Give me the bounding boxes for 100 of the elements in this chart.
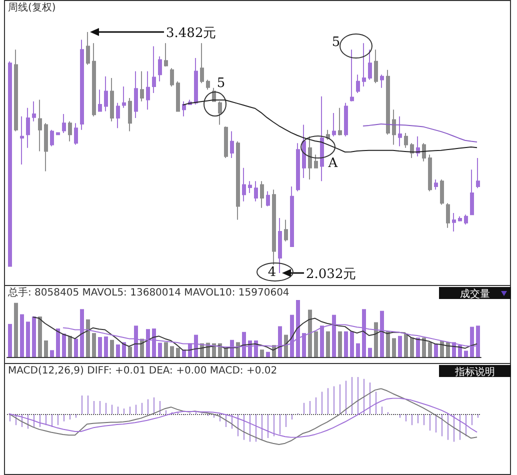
- bar: [8, 324, 12, 357]
- bar: [122, 342, 126, 357]
- bar: [50, 350, 54, 357]
- candlestick: [374, 49, 378, 84]
- candlestick: [62, 113, 66, 134]
- candlestick: [170, 68, 174, 87]
- candlestick: [440, 178, 444, 206]
- candlestick: [128, 98, 132, 132]
- candlestick: [164, 42, 168, 67]
- candlestick: [452, 212, 456, 232]
- candlestick: [230, 130, 234, 159]
- bar: [374, 322, 378, 357]
- bar: [20, 314, 24, 357]
- candlestick: [464, 214, 468, 226]
- bar: [338, 331, 342, 357]
- candlestick: [326, 129, 330, 140]
- candlestick: [104, 76, 108, 112]
- candlestick: [224, 126, 228, 159]
- candlestick: [206, 79, 210, 90]
- bar: [224, 348, 228, 357]
- candlestick: [338, 107, 342, 136]
- candlestick: [8, 60, 12, 267]
- candlestick: [368, 49, 372, 80]
- candlestick: [14, 49, 18, 132]
- bar: [128, 346, 132, 357]
- bar: [284, 334, 288, 357]
- candlestick: [242, 167, 246, 202]
- bar: [404, 334, 408, 357]
- annotation: A: [327, 156, 338, 171]
- candlestick: [248, 180, 252, 194]
- bar: [98, 337, 102, 357]
- candlestick: [92, 42, 96, 117]
- candlestick: [392, 109, 396, 146]
- candlestick: [80, 39, 84, 130]
- bar: [92, 333, 96, 357]
- candlestick: [266, 190, 270, 207]
- bar: [68, 336, 72, 357]
- bar: [170, 346, 174, 357]
- chart-title: MACD(12,26,9) DIFF: +0.01 DEA: +0.00 MACD: +0.02: [8, 366, 278, 376]
- annotation: 2.032元: [306, 267, 356, 282]
- candlestick: [404, 132, 408, 148]
- bar: [392, 338, 396, 357]
- bar: [110, 340, 114, 357]
- candlestick: [386, 69, 390, 136]
- candlestick: [272, 189, 276, 266]
- candlestick: [158, 56, 162, 82]
- candlestick: [140, 70, 144, 102]
- candlestick: [398, 116, 402, 147]
- candlestick: [32, 100, 36, 122]
- bar: [266, 352, 270, 357]
- candlestick: [356, 74, 360, 94]
- candlestick: [200, 42, 204, 84]
- annotation: 4: [268, 265, 276, 280]
- bar: [398, 336, 402, 357]
- candlestick: [38, 99, 42, 152]
- annotation: 3.482元: [166, 26, 216, 41]
- candlestick: [446, 202, 450, 228]
- candlestick: [134, 70, 138, 119]
- candlestick: [458, 216, 462, 222]
- candlestick: [182, 100, 186, 117]
- candlestick: [314, 154, 318, 168]
- bar: [386, 331, 390, 357]
- candlestick: [476, 158, 480, 189]
- bar: [116, 344, 120, 357]
- candlestick: [26, 107, 30, 148]
- candlestick: [416, 136, 420, 157]
- bar: [32, 316, 36, 357]
- bar: [104, 336, 108, 357]
- bar: [62, 334, 66, 357]
- chart-title: 总手: 8058405 MAVOL5: 13680014 MAVOL10: 15970604: [7, 286, 290, 298]
- chart-title: 周线(复权): [8, 2, 56, 14]
- candlestick: [56, 132, 60, 136]
- bar: [86, 319, 90, 357]
- candlestick: [254, 180, 258, 202]
- candlestick: [176, 80, 180, 112]
- candlestick: [278, 218, 282, 274]
- candlestick: [302, 124, 306, 179]
- bar: [428, 342, 432, 357]
- candlestick: [308, 136, 312, 180]
- candlestick: [20, 116, 24, 166]
- bar: [14, 302, 18, 357]
- bar: [368, 348, 372, 357]
- annotation: 5: [332, 35, 340, 50]
- bar: [344, 331, 348, 357]
- candlestick: [110, 78, 114, 122]
- candlestick: [98, 89, 102, 112]
- bar: [308, 310, 312, 357]
- candlestick: [50, 129, 54, 147]
- bar: [38, 316, 42, 357]
- candlestick: [296, 142, 300, 192]
- candlestick: [470, 169, 474, 216]
- candlestick: [362, 42, 366, 87]
- bar: [164, 342, 168, 357]
- candlestick: [86, 32, 90, 66]
- bar: [422, 338, 426, 357]
- bar: [56, 328, 60, 357]
- bar: [176, 348, 180, 357]
- bar: [356, 343, 360, 357]
- bar: [326, 331, 330, 357]
- candlestick: [218, 100, 222, 126]
